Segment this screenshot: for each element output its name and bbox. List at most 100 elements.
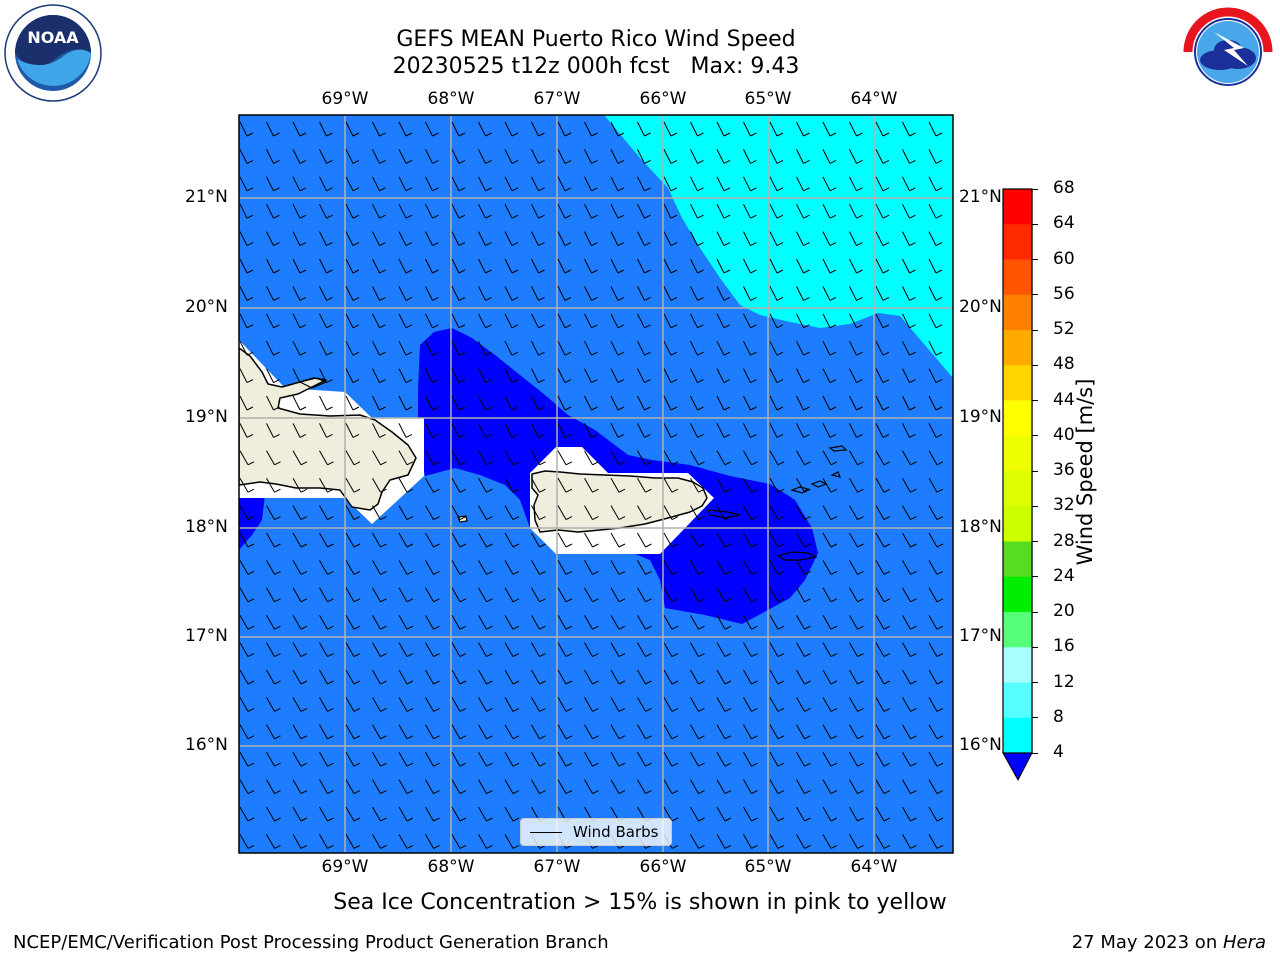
wind-barb xyxy=(743,258,757,274)
wind-barb xyxy=(849,395,863,411)
wind-barb xyxy=(584,368,598,384)
wind-barb xyxy=(637,121,651,137)
wind-barb xyxy=(425,395,439,411)
wind-barb xyxy=(504,724,520,740)
wind-barb xyxy=(504,203,519,219)
wind-barb xyxy=(372,505,387,521)
wind-barb xyxy=(504,450,520,466)
wind-barb xyxy=(451,368,466,384)
lat-label-left-18n: 18°N xyxy=(185,517,228,537)
wind-barb xyxy=(266,203,280,219)
wind-barb xyxy=(239,697,255,712)
wind-barb xyxy=(345,724,361,740)
wind-barb xyxy=(292,505,308,521)
wind-barb xyxy=(372,642,387,658)
wind-barb xyxy=(319,614,334,630)
wind-barb xyxy=(398,669,414,685)
wind-barb xyxy=(345,834,361,849)
wind-barb xyxy=(690,340,704,356)
wind-barb xyxy=(425,258,439,274)
wind-barb xyxy=(266,751,281,767)
wind-barb xyxy=(849,258,863,274)
wind-barb xyxy=(478,477,493,493)
wind-barb xyxy=(504,834,520,849)
wind-barb xyxy=(743,395,757,411)
wind-barb xyxy=(875,505,891,521)
wind-barb xyxy=(822,340,837,356)
wind-barb xyxy=(743,450,758,466)
wind-barb xyxy=(849,121,863,137)
wind-barb xyxy=(319,313,333,329)
colorbar-tick-label: 24 xyxy=(1053,565,1075,586)
wind-barb xyxy=(875,779,891,795)
wind-barb xyxy=(849,642,864,658)
wind-barb xyxy=(319,697,334,712)
wind-barb xyxy=(425,642,440,658)
wind-barb xyxy=(796,505,811,521)
wind-barb xyxy=(239,505,255,521)
wind-barb xyxy=(557,395,572,411)
wind-barb xyxy=(637,258,651,274)
wind-barb xyxy=(822,669,838,685)
wind-barb xyxy=(504,505,520,521)
wind-barb xyxy=(266,669,281,685)
wind-barb xyxy=(584,121,598,137)
wind-barb xyxy=(716,834,732,849)
wind-barb xyxy=(451,834,467,849)
wind-barb xyxy=(796,560,811,575)
wind-barb xyxy=(239,806,255,822)
wind-barb xyxy=(902,368,916,384)
wind-barb xyxy=(716,560,732,575)
wind-barb xyxy=(663,560,679,575)
wind-barb xyxy=(398,614,414,630)
wind-barb xyxy=(822,505,838,521)
wind-barb xyxy=(769,423,784,438)
lon-label-bottom-69w: 69°W xyxy=(321,857,369,877)
wind-barb xyxy=(531,176,545,192)
wind-barb xyxy=(902,532,917,548)
wind-barb xyxy=(902,450,917,466)
wind-barb xyxy=(345,450,361,466)
wind-barb xyxy=(849,149,863,164)
colorbar-tick-mark xyxy=(1032,541,1038,542)
wind-barb xyxy=(637,450,652,466)
wind-barb xyxy=(796,121,810,137)
wind-barb xyxy=(345,286,360,301)
wind-barb xyxy=(478,423,492,438)
wind-barb xyxy=(743,340,757,356)
wind-barb xyxy=(345,560,361,575)
wind-barb xyxy=(902,560,917,575)
wind-barb xyxy=(822,121,837,137)
wind-barb xyxy=(239,176,254,192)
wind-barb xyxy=(637,751,652,767)
wind-barb xyxy=(504,614,520,630)
colorbar-segment xyxy=(1003,294,1032,331)
wind-barb xyxy=(319,834,334,849)
colorbar-tick-mark xyxy=(1032,682,1038,683)
lat-label-right-18n: 18°N xyxy=(959,517,1002,537)
wind-barb xyxy=(928,614,944,630)
wind-barb xyxy=(372,258,386,274)
wind-barb xyxy=(266,231,280,247)
wind-barb xyxy=(292,203,307,219)
wind-barb xyxy=(557,368,572,384)
wind-barb xyxy=(398,477,414,493)
wind-barb xyxy=(716,505,732,521)
wind-barb xyxy=(266,176,280,192)
wind-barb xyxy=(531,121,545,137)
wind-barb xyxy=(584,203,598,219)
wind-barb xyxy=(822,368,837,384)
wind-barb xyxy=(849,450,864,466)
wind-barb xyxy=(504,779,520,795)
wind-barb xyxy=(743,587,758,603)
wind-barb xyxy=(557,450,573,466)
wind-barb xyxy=(610,258,625,274)
wind-barb xyxy=(769,286,784,301)
wind-barb xyxy=(372,231,386,247)
wind-barb xyxy=(610,121,625,137)
wind-barb xyxy=(690,614,705,630)
wind-barb xyxy=(372,340,386,356)
wind-barb xyxy=(716,340,731,356)
wind-barb xyxy=(239,423,254,438)
lat-label-left-17n: 17°N xyxy=(185,626,228,646)
